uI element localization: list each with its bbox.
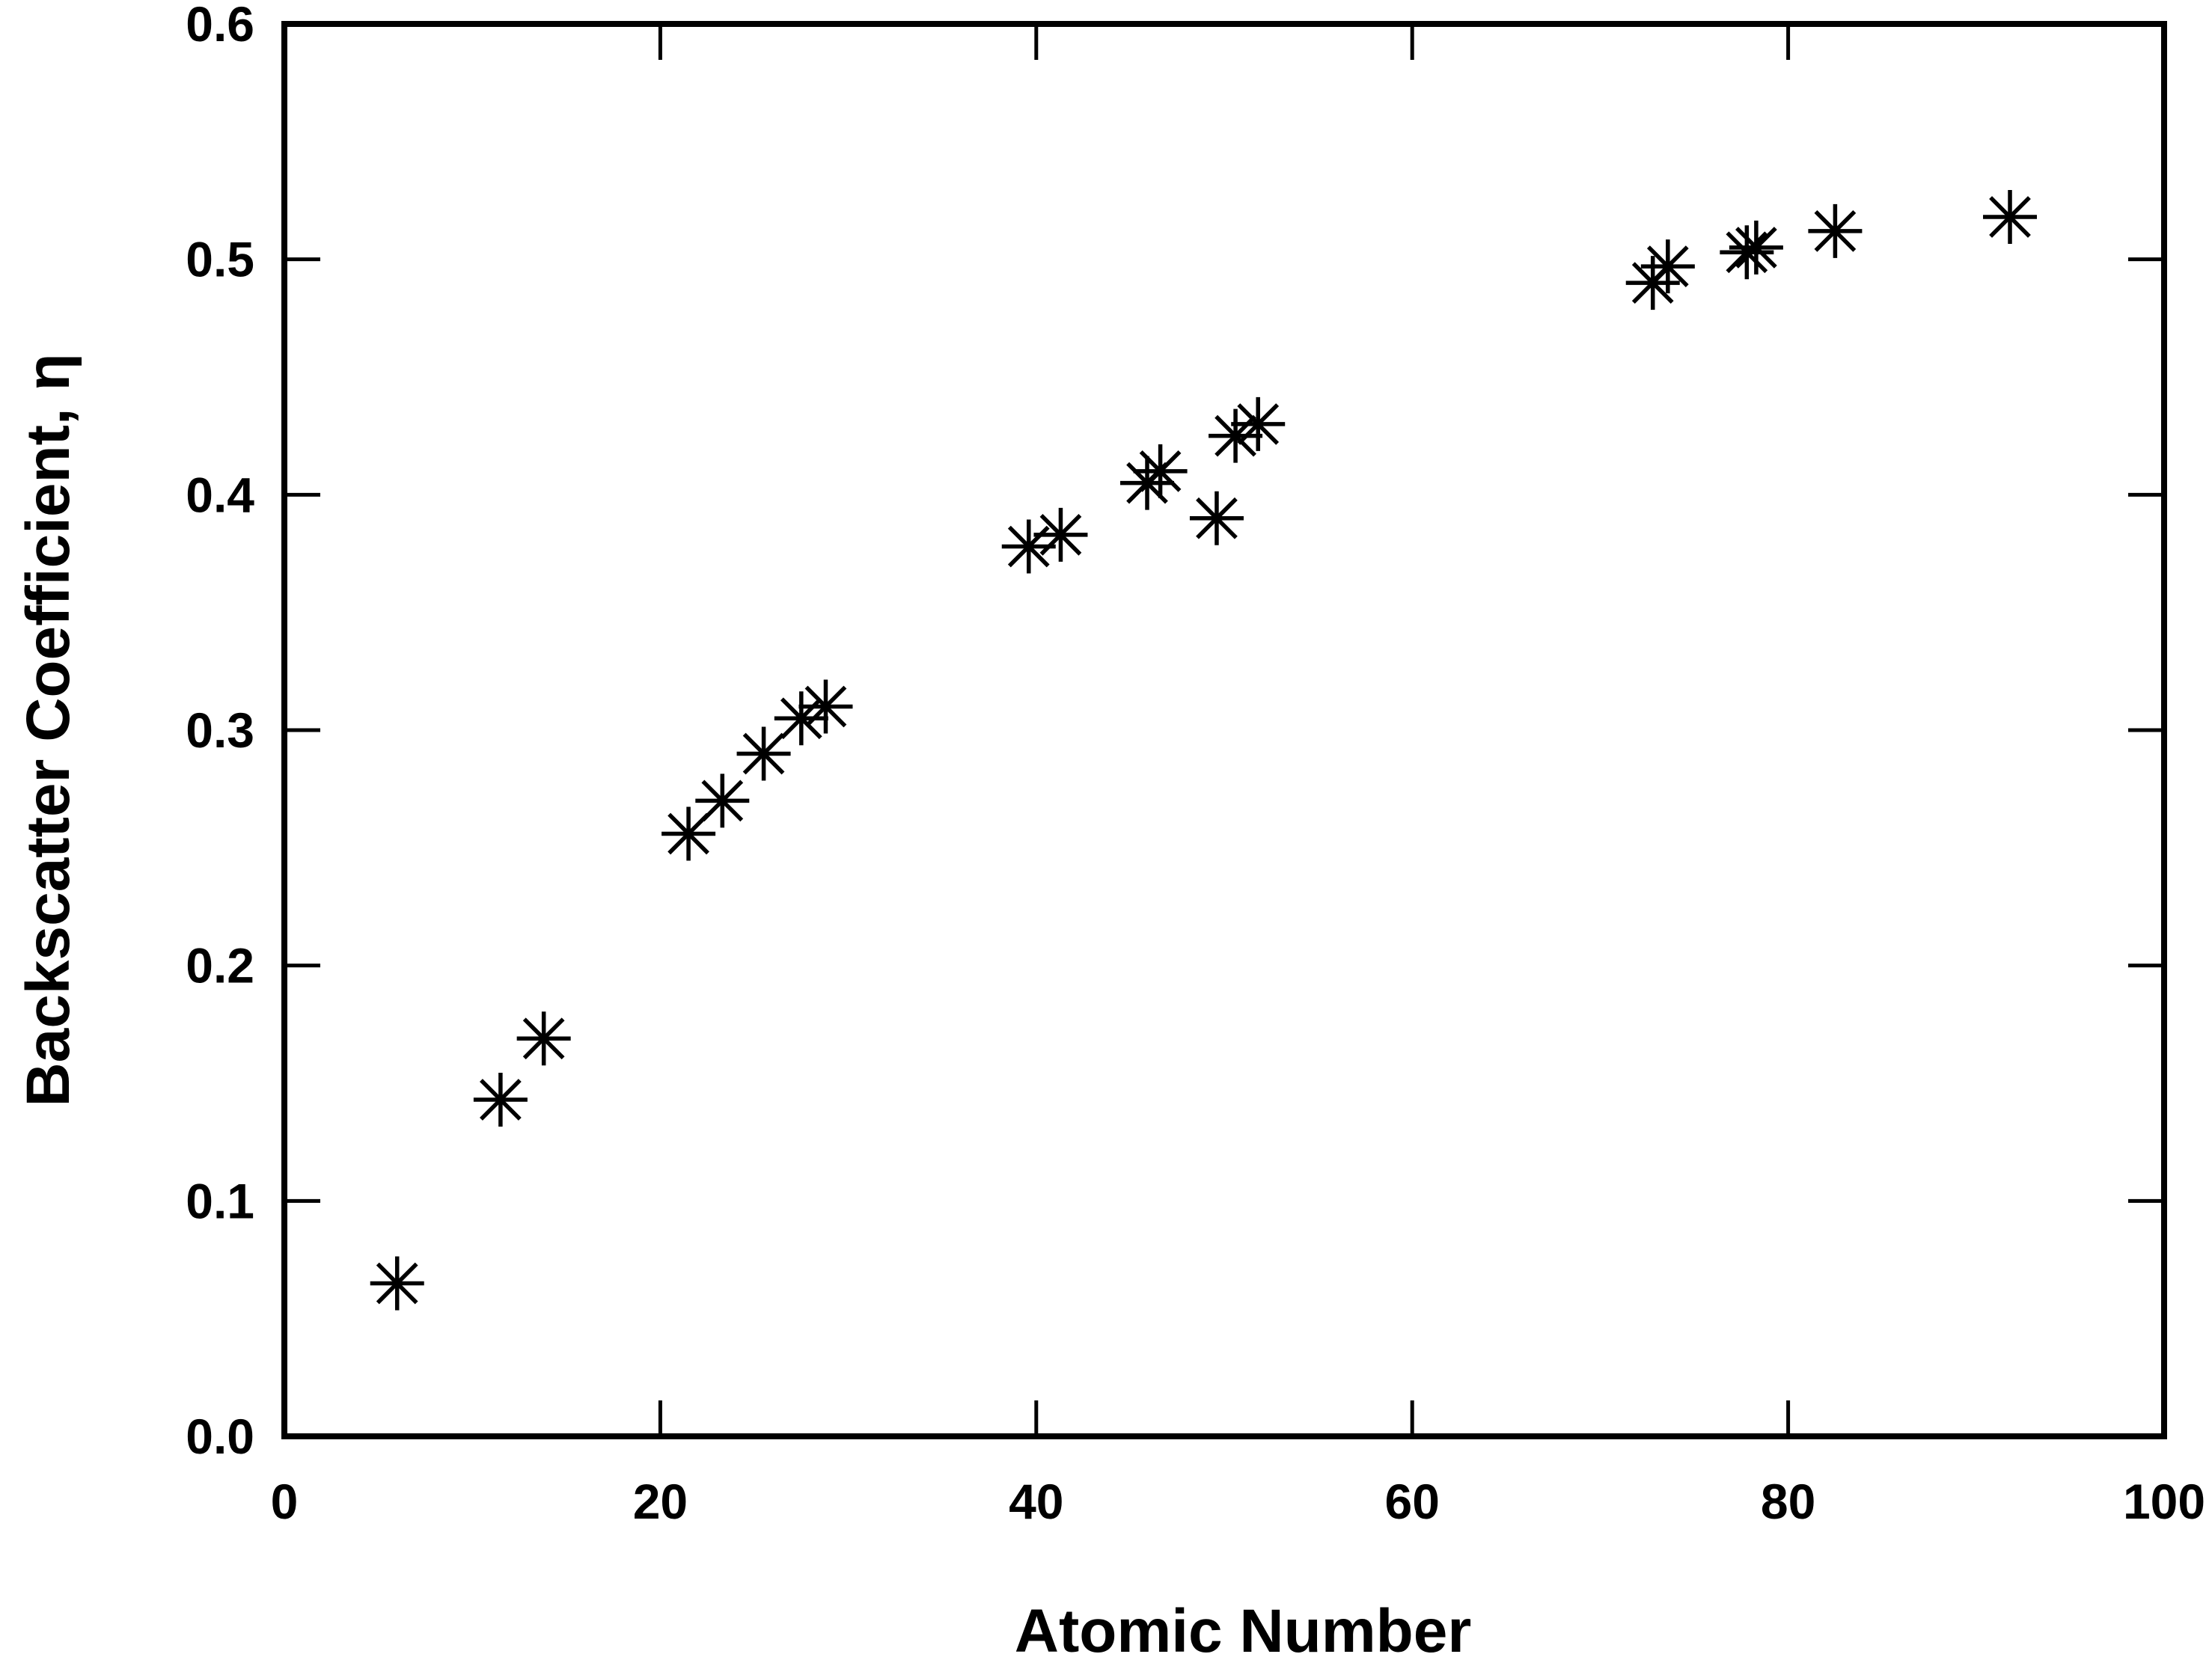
plot-frame [281, 21, 2167, 1439]
y-tick-label: 0.3 [186, 702, 254, 758]
y-tick-label: 0.1 [186, 1173, 254, 1228]
data-point [1133, 444, 1188, 498]
y-tick-label: 0.6 [186, 0, 254, 52]
y-tick-label: 0.0 [186, 1409, 254, 1464]
data-point [695, 774, 750, 828]
data-point [1033, 507, 1088, 562]
x-tick-label: 20 [633, 1474, 688, 1529]
x-tick-label: 80 [1761, 1474, 1815, 1529]
data-point [1209, 408, 1263, 463]
x-tick-label: 60 [1384, 1474, 1439, 1529]
x-tick-label: 0 [271, 1474, 299, 1529]
data-point [662, 806, 716, 861]
y-tick-label: 0.4 [186, 467, 254, 522]
y-tick-label: 0.2 [186, 938, 254, 993]
y-axis-title: Backscatter Coefficient, η [14, 353, 82, 1106]
data-point [1231, 396, 1286, 451]
tick-labels: 0 20 40 60 80 100 0.0 0.1 0.2 0.3 0.4 0.5 0.6 [186, 0, 2205, 1529]
data-point [1983, 190, 2038, 245]
data-points [370, 190, 2038, 1311]
data-point [1720, 225, 1774, 280]
data-point [736, 726, 791, 781]
data-point [798, 679, 853, 734]
data-point [1808, 203, 1863, 258]
data-point [516, 1011, 571, 1066]
data-point [473, 1073, 528, 1127]
data-point [1189, 491, 1244, 545]
data-point [370, 1256, 424, 1311]
x-axis-title: Atomic Number [1015, 1597, 1472, 1660]
axis-ticks [282, 22, 2166, 1439]
y-tick-label: 0.5 [186, 232, 254, 287]
data-point [1640, 239, 1695, 294]
data-point [1729, 220, 1783, 275]
x-tick-label: 40 [1009, 1474, 1063, 1529]
x-tick-label: 100 [2123, 1474, 2205, 1529]
